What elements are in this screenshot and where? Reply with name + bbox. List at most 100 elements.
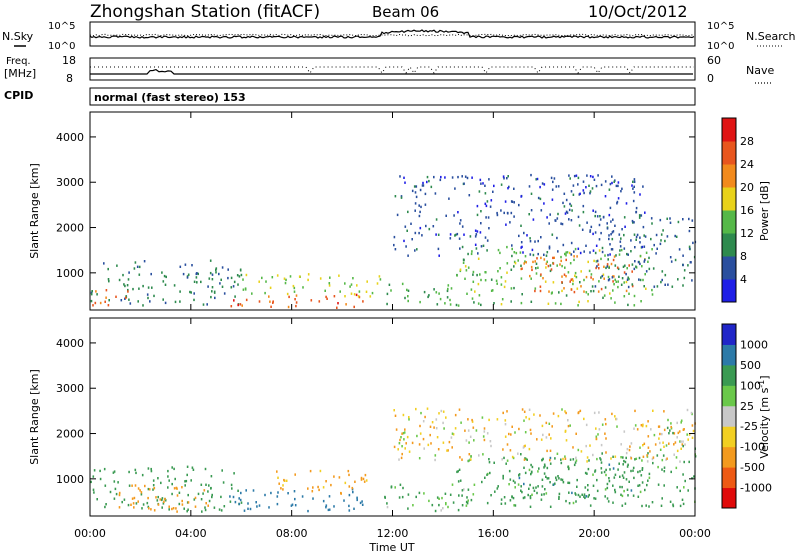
range-cell: [585, 244, 587, 247]
range-cell: [438, 497, 440, 500]
range-cell: [592, 289, 595, 293]
range-cell: [501, 298, 504, 301]
range-cell: [509, 478, 512, 481]
range-cell: [499, 267, 501, 270]
range-cell: [408, 418, 410, 421]
y-tick-label: 1000: [56, 473, 84, 486]
range-cell: [619, 249, 621, 252]
range-cell: [358, 290, 361, 293]
range-cell: [448, 440, 451, 444]
range-cell: [352, 277, 354, 280]
range-cell: [418, 443, 421, 446]
range-cell: [577, 183, 579, 186]
range-cell: [142, 503, 145, 506]
colorbar-segment: [722, 141, 736, 165]
range-cell: [418, 204, 420, 207]
range-cell: [599, 457, 601, 460]
range-cell: [433, 175, 435, 179]
range-cell: [133, 496, 136, 500]
range-cell: [614, 179, 616, 182]
range-cell: [630, 469, 632, 473]
range-cell: [185, 479, 188, 483]
colorbar-segment: [722, 344, 736, 366]
range-cell: [567, 481, 569, 484]
range-cell: [205, 483, 207, 486]
range-cell: [500, 183, 503, 186]
range-cell: [415, 495, 417, 499]
range-cell: [581, 228, 584, 231]
range-cell: [687, 264, 689, 267]
range-cell: [623, 471, 626, 474]
range-cell: [546, 477, 549, 480]
range-cell: [638, 214, 641, 217]
range-cell: [577, 411, 580, 415]
range-cell: [577, 215, 580, 219]
range-cell: [511, 244, 513, 247]
range-cell: [452, 433, 455, 436]
range-cell: [419, 424, 421, 428]
range-cell: [610, 248, 613, 251]
range-cell: [512, 456, 515, 460]
range-cell: [682, 254, 684, 257]
range-cell: [150, 272, 152, 276]
range-cell: [572, 279, 574, 283]
range-cell: [682, 473, 684, 476]
range-cell: [643, 442, 646, 445]
range-cell: [159, 498, 162, 501]
range-cell: [204, 506, 206, 509]
range-cell: [414, 202, 417, 205]
range-cell: [538, 467, 540, 470]
range-cell: [678, 430, 681, 433]
range-cell: [328, 284, 331, 287]
colorbar-tick-label: -1000: [740, 482, 772, 495]
range-cell: [245, 489, 247, 492]
range-cell: [568, 208, 571, 212]
range-cell: [143, 260, 146, 263]
range-cell: [184, 263, 187, 266]
range-cell: [211, 495, 213, 499]
range-cell: [229, 500, 232, 503]
range-cell: [680, 440, 682, 443]
range-cell: [427, 295, 429, 299]
colorbar-segment: [722, 233, 736, 257]
range-cell: [673, 432, 676, 435]
range-cell: [565, 210, 568, 213]
range-cell: [661, 432, 663, 436]
range-cell: [659, 448, 662, 451]
range-cell: [638, 216, 641, 219]
range-cell: [573, 255, 575, 258]
range-cell: [563, 192, 566, 195]
range-cell: [141, 507, 143, 510]
range-cell: [543, 253, 545, 256]
range-cell: [613, 180, 615, 183]
range-cell: [600, 257, 602, 261]
range-cell: [616, 202, 618, 205]
range-cell: [174, 300, 177, 304]
range-cell: [471, 176, 473, 179]
range-cell: [290, 504, 293, 507]
range-cell: [181, 499, 183, 503]
range-cell: [454, 233, 457, 237]
range-cell: [264, 493, 266, 497]
range-cell: [539, 285, 542, 288]
range-cell: [172, 507, 175, 510]
range-cell: [597, 290, 600, 293]
velocity-colorbar-label: Velocity [m s-1]: [757, 375, 771, 458]
range-cell: [656, 247, 658, 250]
range-cell: [459, 268, 462, 271]
range-cell: [521, 267, 523, 270]
range-cell: [511, 425, 513, 428]
range-cell: [620, 248, 623, 252]
range-cell: [157, 503, 160, 506]
range-cell: [238, 275, 241, 278]
range-cell: [114, 487, 117, 491]
range-cell: [598, 249, 601, 252]
range-cell: [482, 453, 484, 456]
range-cell: [525, 457, 527, 461]
range-cell: [386, 292, 389, 296]
range-cell: [519, 251, 522, 254]
range-cell: [364, 473, 367, 477]
range-cell: [477, 252, 479, 255]
range-cell: [502, 477, 504, 480]
